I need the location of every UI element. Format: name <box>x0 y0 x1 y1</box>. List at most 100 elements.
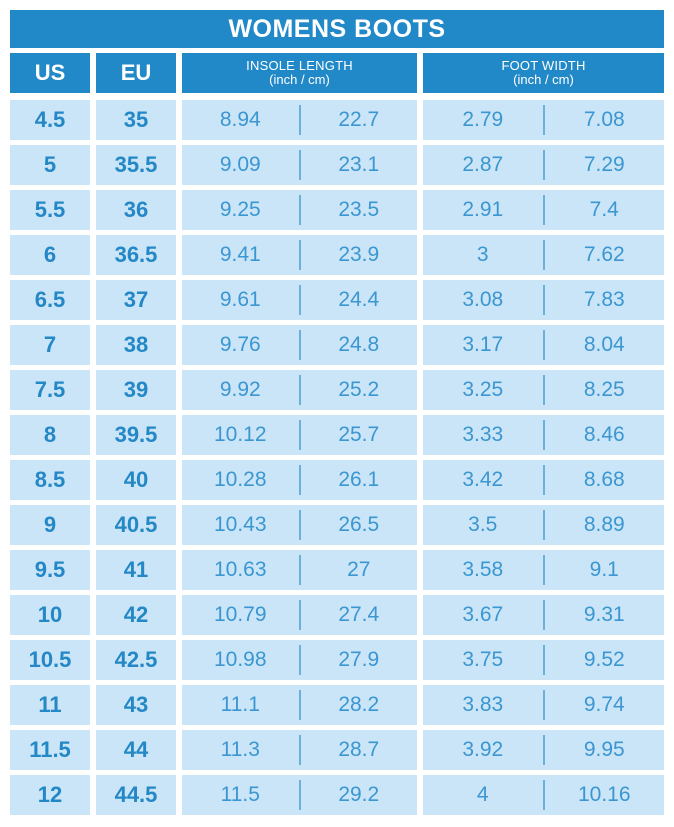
foot-width-cell: 3.92 9.95 <box>423 730 664 770</box>
us-size-cell: 9.5 <box>10 550 90 590</box>
foot-width-cell: 3.5 8.89 <box>423 505 664 545</box>
insole-cm-value: 27.9 <box>338 648 380 671</box>
insole-inch-value: 10.63 <box>213 558 267 581</box>
column-divider <box>298 375 301 405</box>
insole-inch-value: 10.12 <box>213 423 267 446</box>
width-cm-value: 8.04 <box>583 333 625 356</box>
width-inch-value: 3.25 <box>462 378 504 401</box>
insole-inch-value: 9.41 <box>219 243 261 266</box>
insole-length-cell: 9.09 23.1 <box>182 145 417 185</box>
width-cm-value: 8.89 <box>583 513 625 536</box>
foot-width-cell: 3.17 8.04 <box>423 325 664 365</box>
us-size-cell: 6.5 <box>10 280 90 320</box>
us-size-cell: 11 <box>10 685 90 725</box>
insole-cm-value: 24.4 <box>338 288 380 311</box>
eu-size-cell: 35.5 <box>96 145 176 185</box>
foot-width-cell: 3.25 8.25 <box>423 370 664 410</box>
insole-inch-value: 11.1 <box>220 693 260 716</box>
column-divider <box>542 150 545 180</box>
eu-size-cell: 39 <box>96 370 176 410</box>
column-divider <box>542 690 545 720</box>
insole-cm-value: 25.2 <box>338 378 380 401</box>
column-divider <box>542 780 545 810</box>
width-cm-value: 7.62 <box>583 243 625 266</box>
foot-width-cell: 4 10.16 <box>423 775 664 815</box>
column-divider <box>298 420 301 450</box>
width-inch-value: 3.33 <box>462 423 504 446</box>
column-divider <box>542 555 545 585</box>
insole-inch-value: 8.94 <box>219 108 261 131</box>
column-divider <box>298 510 301 540</box>
insole-cm-value: 26.5 <box>338 513 380 536</box>
width-cm-value: 7.29 <box>583 153 625 176</box>
width-inch-value: 3.5 <box>468 513 498 536</box>
foot-width-cell: 2.91 7.4 <box>423 190 664 230</box>
insole-length-cell: 11.1 28.2 <box>182 685 417 725</box>
width-inch-value: 2.87 <box>462 153 504 176</box>
column-divider <box>298 465 301 495</box>
foot-width-cell: 2.87 7.29 <box>423 145 664 185</box>
column-divider <box>298 240 301 270</box>
width-inch-value: 3.42 <box>462 468 504 491</box>
insole-cm-value: 28.2 <box>338 693 380 716</box>
eu-size-cell: 42 <box>96 595 176 635</box>
insole-inch-value: 9.92 <box>219 378 261 401</box>
column-divider <box>298 645 301 675</box>
size-chart: WOMENS BOOTS US EU INSOLE LENGTH (inch /… <box>10 10 664 815</box>
insole-inch-value: 10.98 <box>213 648 267 671</box>
column-divider <box>298 735 301 765</box>
column-divider <box>298 330 301 360</box>
insole-cm-value: 28.7 <box>338 738 380 761</box>
insole-inch-value: 10.79 <box>213 603 267 626</box>
insole-length-cell: 9.41 23.9 <box>182 235 417 275</box>
foot-width-cell: 3.08 7.83 <box>423 280 664 320</box>
width-inch-value: 3.58 <box>462 558 504 581</box>
us-size-cell: 4.5 <box>10 100 90 140</box>
width-cm-value: 7.08 <box>583 108 625 131</box>
column-divider <box>298 105 301 135</box>
eu-size-cell: 39.5 <box>96 415 176 455</box>
us-size-cell: 10 <box>10 595 90 635</box>
foot-width-cell: 3.67 9.31 <box>423 595 664 635</box>
foot-width-cell: 2.79 7.08 <box>423 100 664 140</box>
width-cm-value: 8.25 <box>583 378 625 401</box>
width-inch-value: 3.92 <box>462 738 504 761</box>
us-size-cell: 11.5 <box>10 730 90 770</box>
insole-cm-value: 24.8 <box>338 333 380 356</box>
insole-length-cell: 10.98 27.9 <box>182 640 417 680</box>
eu-size-cell: 41 <box>96 550 176 590</box>
us-size-cell: 5 <box>10 145 90 185</box>
foot-width-cell: 3.75 9.52 <box>423 640 664 680</box>
column-divider <box>542 240 545 270</box>
column-divider <box>542 510 545 540</box>
table-body: 4.5 35 8.94 22.7 2.79 7.08 5 35.5 9.09 2… <box>10 100 664 815</box>
foot-width-cell: 3.58 9.1 <box>423 550 664 590</box>
foot-width-label: FOOT WIDTH <box>501 58 586 73</box>
us-size-cell: 6 <box>10 235 90 275</box>
column-divider <box>542 330 545 360</box>
table-title: WOMENS BOOTS <box>10 10 664 48</box>
insole-inch-value: 10.43 <box>213 513 267 536</box>
column-divider <box>298 600 301 630</box>
eu-size-cell: 40 <box>96 460 176 500</box>
column-divider <box>542 375 545 405</box>
eu-size-cell: 38 <box>96 325 176 365</box>
insole-length-cell: 10.43 26.5 <box>182 505 417 545</box>
width-inch-value: 4 <box>476 783 489 806</box>
us-size-cell: 12 <box>10 775 90 815</box>
width-inch-value: 3.83 <box>462 693 504 716</box>
us-size-cell: 10.5 <box>10 640 90 680</box>
column-divider <box>542 465 545 495</box>
insole-cm-value: 22.7 <box>338 108 380 131</box>
foot-width-cell: 3 7.62 <box>423 235 664 275</box>
width-inch-value: 2.91 <box>462 198 504 221</box>
insole-cm-value: 29.2 <box>338 783 380 806</box>
insole-length-cell: 9.25 23.5 <box>182 190 417 230</box>
eu-size-cell: 42.5 <box>96 640 176 680</box>
insole-length-cell: 11.3 28.7 <box>182 730 417 770</box>
eu-size-cell: 37 <box>96 280 176 320</box>
foot-width-cell: 3.33 8.46 <box>423 415 664 455</box>
insole-length-cell: 10.63 27 <box>182 550 417 590</box>
foot-width-cell: 3.83 9.74 <box>423 685 664 725</box>
insole-inch-value: 9.61 <box>219 288 261 311</box>
